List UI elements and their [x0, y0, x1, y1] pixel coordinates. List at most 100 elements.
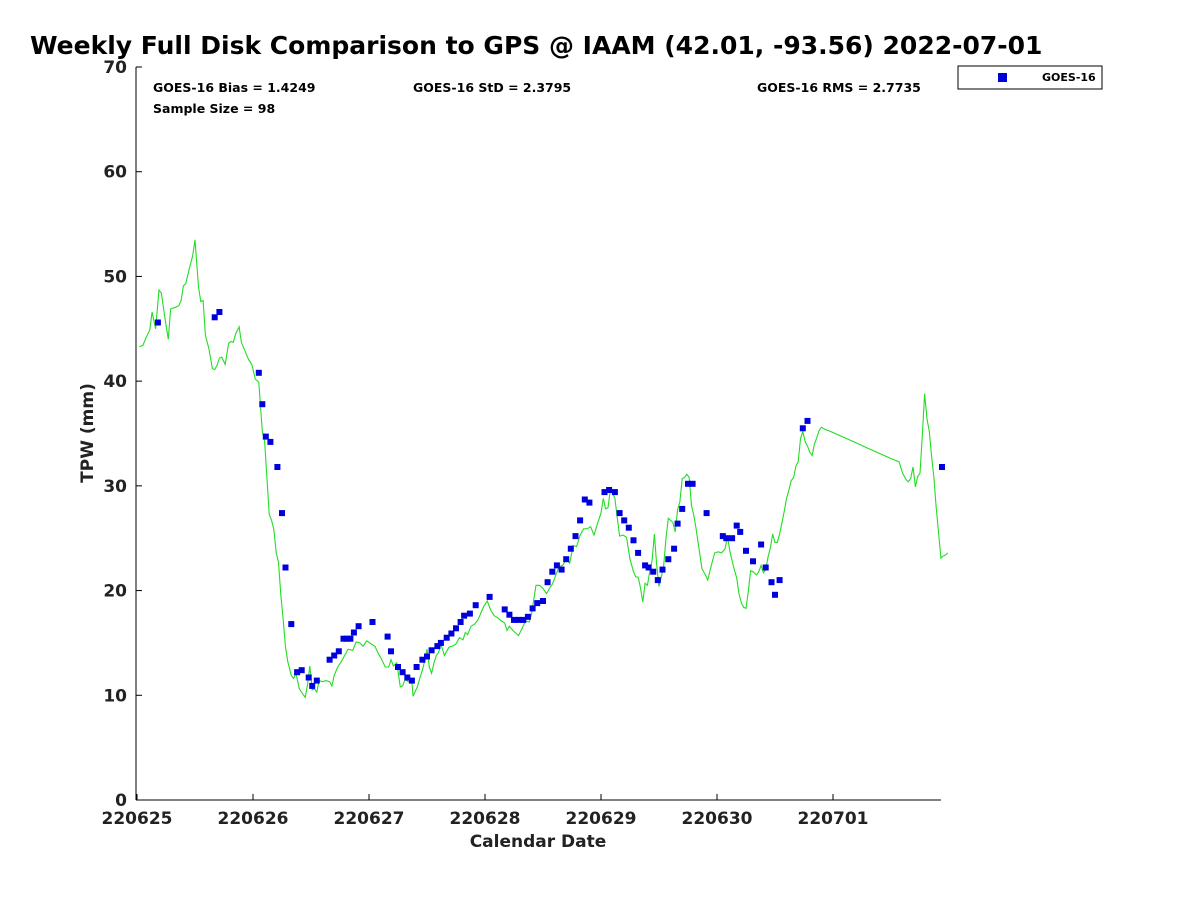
x-tick-label: 220627 [334, 809, 405, 829]
x-tick-label: 220630 [682, 809, 753, 829]
goes16-point [723, 535, 730, 542]
goes16-point [211, 314, 218, 321]
x-axis-label: Calendar Date [470, 832, 607, 852]
goes16-point [259, 401, 266, 408]
goes16-point [553, 562, 560, 569]
goes16-point [448, 630, 455, 637]
goes16-point [347, 635, 354, 642]
goes16-point [659, 566, 666, 573]
goes16-point [586, 499, 593, 506]
goes16-point [216, 309, 223, 315]
goes16-point [671, 545, 678, 552]
goes16-point [733, 522, 740, 529]
goes16-point [472, 602, 479, 609]
goes16-point [404, 674, 411, 681]
goes16-point [154, 319, 161, 326]
goes16-point [758, 541, 765, 548]
goes16-point [419, 656, 426, 663]
x-tick-label: 220701 [798, 809, 869, 829]
goes16-point [515, 616, 522, 623]
goes16-point [729, 535, 736, 542]
y-tick-label: 40 [103, 372, 127, 392]
goes16-point [434, 643, 441, 650]
goes16-point [601, 489, 608, 496]
goes16-point [262, 433, 269, 440]
goes16-point [288, 621, 295, 628]
goes16-point [772, 591, 778, 598]
goes16-point [384, 633, 391, 640]
rms-stat: GOES-16 RMS = 2.7735 [757, 80, 921, 95]
goes16-point [799, 425, 806, 432]
goes16-point [776, 577, 783, 584]
goes16-point [616, 510, 623, 517]
goes16-point [674, 520, 681, 527]
goes16-point [453, 625, 459, 632]
goes16-point [350, 629, 357, 636]
goes16-point [650, 568, 657, 575]
bias-stat: GOES-16 Bias = 1.4249 [153, 80, 315, 95]
goes16-point [388, 648, 394, 655]
goes16-point [466, 610, 473, 617]
goes16-point [267, 438, 274, 445]
goes16-series [154, 309, 945, 689]
goes16-point [511, 616, 517, 623]
goes16-point [282, 564, 289, 571]
goes16-point [355, 623, 362, 630]
goes16-point [413, 664, 420, 670]
goes16-point [274, 464, 281, 470]
goes16-point [606, 487, 613, 493]
goes16-point [719, 533, 726, 540]
goes16-point [563, 556, 570, 563]
goes16-point [737, 528, 744, 535]
legend-marker-goes16 [998, 73, 1007, 82]
y-tick-label: 20 [103, 582, 127, 602]
y-tick-label: 30 [103, 477, 127, 497]
goes16-point [768, 579, 775, 586]
goes16-point [939, 464, 945, 470]
goes16-point [309, 682, 316, 689]
x-tick-label: 220628 [450, 809, 521, 829]
goes16-point [424, 653, 430, 660]
chart-title: Weekly Full Disk Comparison to GPS @ IAA… [30, 31, 1042, 60]
goes16-point [654, 577, 661, 584]
goes16-point [549, 568, 556, 575]
x-tick-label: 220625 [102, 809, 173, 829]
goes16-point [630, 537, 637, 544]
goes16-point [689, 480, 696, 487]
x-ticks: 220625 220626 220627 220628 220629 220630 2207… [102, 794, 869, 829]
goes16-point [750, 558, 756, 565]
goes16-point [340, 635, 347, 642]
goes16-point [625, 524, 632, 531]
goes16-point [762, 564, 769, 571]
y-ticks: 0 10 20 30 40 50 60 70 [103, 58, 142, 811]
goes16-point [804, 417, 811, 424]
goes16-point [577, 517, 584, 524]
goes16-point [313, 677, 320, 684]
y-tick-label: 10 [103, 686, 127, 706]
goes16-point [395, 664, 401, 670]
goes16-point [461, 612, 468, 619]
goes16-point [558, 566, 565, 573]
goes16-point [408, 677, 415, 684]
goes16-point [743, 547, 749, 554]
goes16-point [611, 489, 618, 496]
goes16-point [326, 656, 333, 663]
goes16-point [294, 669, 301, 676]
goes16-point [642, 562, 649, 569]
goes16-point [581, 496, 588, 503]
goes16-point [279, 510, 285, 517]
legend-box [957, 65, 1103, 90]
goes16-point [305, 674, 312, 681]
goes16-point [399, 669, 406, 676]
goes16-point [685, 480, 691, 487]
goes16-point [486, 593, 493, 600]
y-tick-label: 60 [103, 163, 127, 183]
goes16-point [331, 652, 338, 659]
goes16-point [534, 600, 541, 607]
goes16-point [703, 510, 710, 517]
goes16-point [437, 639, 444, 646]
goes16-point [443, 634, 450, 641]
legend: GOES-16 [957, 65, 1103, 90]
x-tick-label: 220629 [566, 809, 637, 829]
